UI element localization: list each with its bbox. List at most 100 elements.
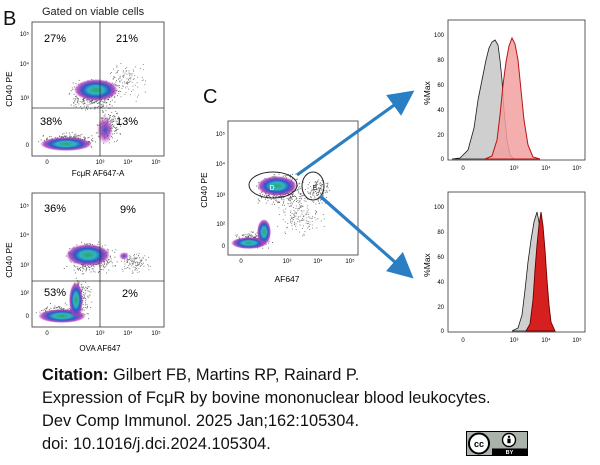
event-dot <box>127 259 129 261</box>
event-dot <box>317 195 319 196</box>
event-dot <box>283 201 284 203</box>
event-dot <box>40 139 42 141</box>
event-dot <box>294 216 296 218</box>
event-dot <box>111 119 113 121</box>
event-dot <box>290 196 292 198</box>
event-dot <box>300 203 302 204</box>
event-dot <box>326 189 328 191</box>
cc-by-icon[interactable]: cc BY <box>466 431 528 456</box>
y-tick-label: 0 <box>26 314 30 320</box>
event-dot <box>77 266 79 268</box>
event-dot <box>326 186 328 187</box>
event-dot <box>299 200 301 202</box>
event-dot <box>131 259 133 261</box>
event-dot <box>289 197 291 199</box>
event-dot <box>275 199 277 201</box>
event-dot <box>115 130 117 132</box>
event-dot <box>304 189 306 190</box>
event-dot <box>88 265 89 267</box>
event-dot <box>50 308 52 310</box>
event-dot <box>116 72 118 74</box>
event-dot <box>321 180 323 181</box>
density-cluster <box>66 244 110 266</box>
citation-block: Citation: Gilbert FB, Martins RP, Rainar… <box>42 364 582 456</box>
event-dot <box>64 302 66 304</box>
y-tick-label: 0 <box>222 244 226 250</box>
event-dot <box>315 181 317 182</box>
event-dot <box>269 196 271 198</box>
event-dot <box>301 219 302 221</box>
event-dot <box>48 308 50 310</box>
event-dot <box>102 111 104 113</box>
citation-authors: Gilbert FB, Martins RP, Rainard P. <box>113 366 360 384</box>
event-dot <box>292 217 294 218</box>
event-dot <box>144 91 146 93</box>
event-dot <box>131 81 133 83</box>
event-dot <box>292 207 294 208</box>
event-dot <box>302 218 303 219</box>
event-dot <box>299 194 301 195</box>
event-dot <box>100 100 101 102</box>
event-dot <box>304 198 306 199</box>
event-dot <box>321 185 323 187</box>
event-dot <box>141 263 143 265</box>
event-dot <box>308 216 310 218</box>
event-dot <box>75 136 77 138</box>
event-dot <box>79 100 81 102</box>
citation-line-1: Citation: Gilbert FB, Martins RP, Rainar… <box>42 364 582 387</box>
event-dot <box>122 75 124 77</box>
event-dot <box>302 205 304 207</box>
event-dot <box>148 256 149 258</box>
event-dot <box>87 313 89 315</box>
event-dot <box>87 101 89 103</box>
event-dot <box>83 100 85 102</box>
event-dot <box>305 212 307 214</box>
event-dot <box>139 271 141 273</box>
event-dot <box>119 81 121 83</box>
event-dot <box>76 102 78 103</box>
event-dot <box>142 256 144 258</box>
event-dot <box>315 185 317 187</box>
citation-doi[interactable]: doi: 10.1016/j.dci.2024.105304. <box>42 435 271 453</box>
event-dot <box>96 132 98 134</box>
event-dot <box>117 70 119 71</box>
event-dot <box>250 231 252 233</box>
event-dot <box>115 81 117 83</box>
event-dot <box>320 193 322 194</box>
event-dot <box>114 83 115 85</box>
event-dot <box>135 66 136 68</box>
event-dot <box>300 210 302 211</box>
event-dot <box>285 233 286 234</box>
event-dot <box>297 210 299 212</box>
event-dot <box>81 289 83 290</box>
event-dot <box>87 243 89 245</box>
event-dot <box>126 86 128 88</box>
event-dot <box>292 193 294 195</box>
event-dot <box>75 103 77 105</box>
event-dot <box>301 198 302 200</box>
event-dot <box>320 185 321 186</box>
event-dot <box>122 82 123 84</box>
y-tick-label: 80 <box>437 230 444 236</box>
event-dot <box>129 80 131 82</box>
event-dot <box>316 227 318 229</box>
event-dot <box>98 241 100 243</box>
event-dot <box>105 265 107 267</box>
event-dot <box>321 195 323 197</box>
event-dot <box>310 193 311 195</box>
event-dot <box>133 70 135 72</box>
event-dot <box>84 243 85 245</box>
event-dot <box>135 267 137 269</box>
event-dot <box>299 231 300 233</box>
event-dot <box>145 259 147 261</box>
event-dot <box>318 200 319 202</box>
event-dot <box>115 130 117 131</box>
event-dot <box>316 183 317 185</box>
event-dot <box>289 205 291 207</box>
event-dot <box>129 94 131 96</box>
event-dot <box>283 197 284 199</box>
event-dot <box>316 210 317 212</box>
event-dot <box>91 102 93 104</box>
event-dot <box>46 306 48 308</box>
event-dot <box>261 197 262 199</box>
